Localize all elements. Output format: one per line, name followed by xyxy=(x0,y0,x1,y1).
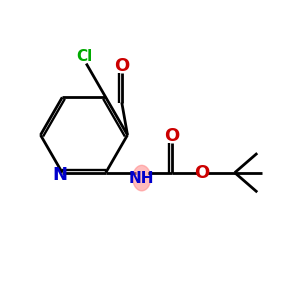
Text: O: O xyxy=(164,127,179,145)
Ellipse shape xyxy=(133,165,151,191)
Text: NH: NH xyxy=(129,171,154,186)
Text: N: N xyxy=(52,166,67,184)
Text: O: O xyxy=(194,164,209,182)
Text: Cl: Cl xyxy=(76,50,93,64)
Text: O: O xyxy=(114,57,129,75)
